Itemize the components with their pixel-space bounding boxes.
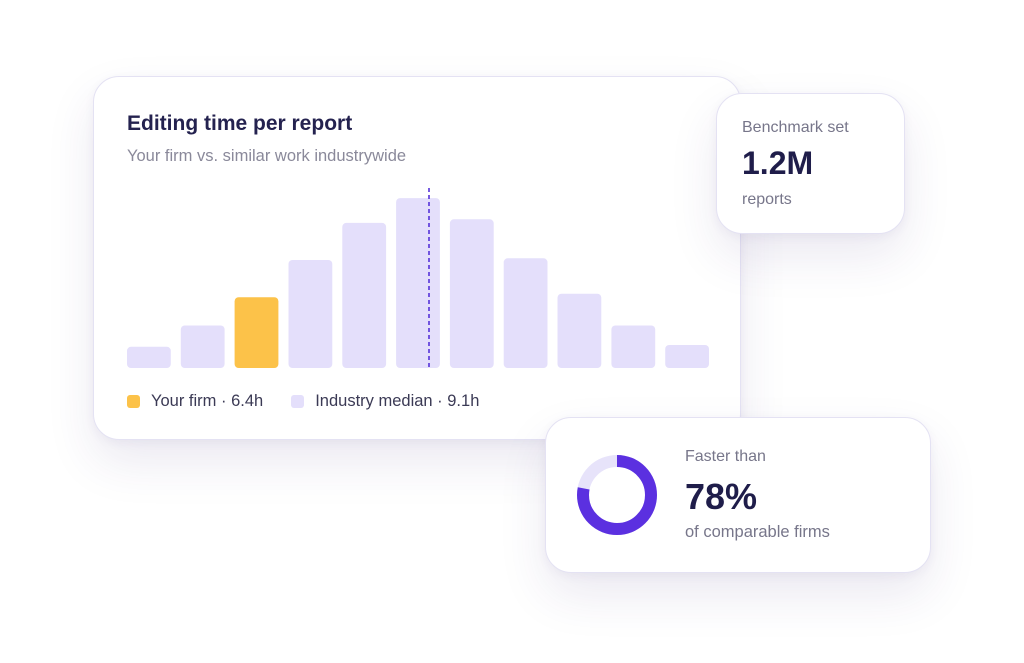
faster-description: of comparable firms	[685, 523, 830, 541]
bar-3	[288, 260, 333, 368]
faster-label: Faster than	[685, 448, 766, 465]
benchmark-set-card: Benchmark set 1.2M reports	[716, 93, 905, 234]
bar-6	[449, 219, 494, 368]
progress-ring-arc	[577, 455, 657, 535]
faster-value: 78%	[685, 476, 758, 517]
faster-than-card: Faster than 78% of comparable firms	[545, 417, 931, 573]
legend-label-industry-median: Industry median · 9.1h	[315, 392, 480, 410]
legend-label-your-firm: Your firm · 6.4h	[151, 392, 264, 410]
bar-0	[127, 346, 171, 368]
distribution-chart	[127, 188, 709, 368]
benchmark-unit: reports	[742, 191, 792, 208]
legend-swatch-industry-median	[291, 395, 305, 408]
editing-time-card: Editing time per report Your firm vs. si…	[93, 76, 741, 440]
progress-ring	[577, 455, 657, 535]
chart-title: Editing time per report	[127, 112, 353, 135]
bar-7	[503, 258, 548, 368]
benchmark-label: Benchmark set	[742, 119, 849, 136]
bar-4	[342, 222, 387, 368]
bar-9	[611, 325, 656, 368]
legend-item-industry-median: Industry median · 9.1h	[291, 392, 479, 411]
legend-item-your-firm: Your firm · 6.4h	[127, 392, 263, 411]
bar-8	[557, 293, 602, 368]
bar-your-firm	[234, 297, 279, 368]
chart-subtitle: Your firm vs. similar work industrywide	[127, 147, 407, 165]
bar-5	[396, 198, 440, 368]
bar-10	[665, 345, 709, 368]
bar-1	[180, 325, 225, 368]
benchmark-value: 1.2M	[742, 145, 814, 181]
legend-swatch-your-firm	[127, 395, 140, 408]
chart-legend: Your firm · 6.4h Industry median · 9.1h	[127, 392, 507, 411]
